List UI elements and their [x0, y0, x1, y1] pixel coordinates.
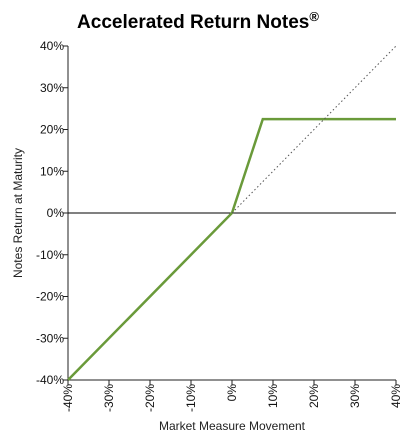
x-axis-label: Market Measure Movement: [159, 419, 306, 433]
x-axis-ticks: -40% -30% -20% -10% 0% 10% 20% 30% 40%: [61, 380, 400, 412]
y-tick-label: 0%: [47, 206, 65, 220]
y-axis-label: Notes Return at Maturity: [11, 148, 25, 278]
x-tick-label: 0%: [225, 384, 239, 402]
plot-area: [67, 45, 397, 381]
chart-title: Accelerated Return Notes®: [77, 9, 319, 33]
x-tick-label: -20%: [143, 384, 157, 412]
y-tick-label: 30%: [40, 81, 64, 95]
y-tick-label: -40%: [36, 373, 64, 387]
x-tick-label: 20%: [307, 384, 321, 408]
y-axis-ticks: -40% -30% -20% -10% 0% 10% 20% 30% 40%: [36, 39, 68, 387]
y-tick-label: 20%: [40, 123, 64, 137]
x-tick-label: -10%: [184, 384, 198, 412]
x-tick-label: -40%: [61, 384, 75, 412]
x-tick-label: 30%: [348, 384, 362, 408]
y-tick-label: 10%: [40, 164, 64, 178]
notes-return-line: [67, 117, 396, 381]
registered-mark: ®: [309, 9, 319, 24]
y-tick-label: -10%: [36, 248, 64, 262]
chart-title-text: Accelerated Return Notes: [77, 12, 309, 33]
y-tick-label: -20%: [36, 290, 64, 304]
y-tick-label: -30%: [36, 331, 64, 345]
market-measure-line: [231, 45, 397, 214]
y-tick-label: 40%: [40, 39, 64, 53]
x-tick-label: -30%: [102, 384, 116, 412]
x-tick-label: 40%: [389, 384, 400, 408]
x-tick-label: 10%: [266, 384, 280, 408]
